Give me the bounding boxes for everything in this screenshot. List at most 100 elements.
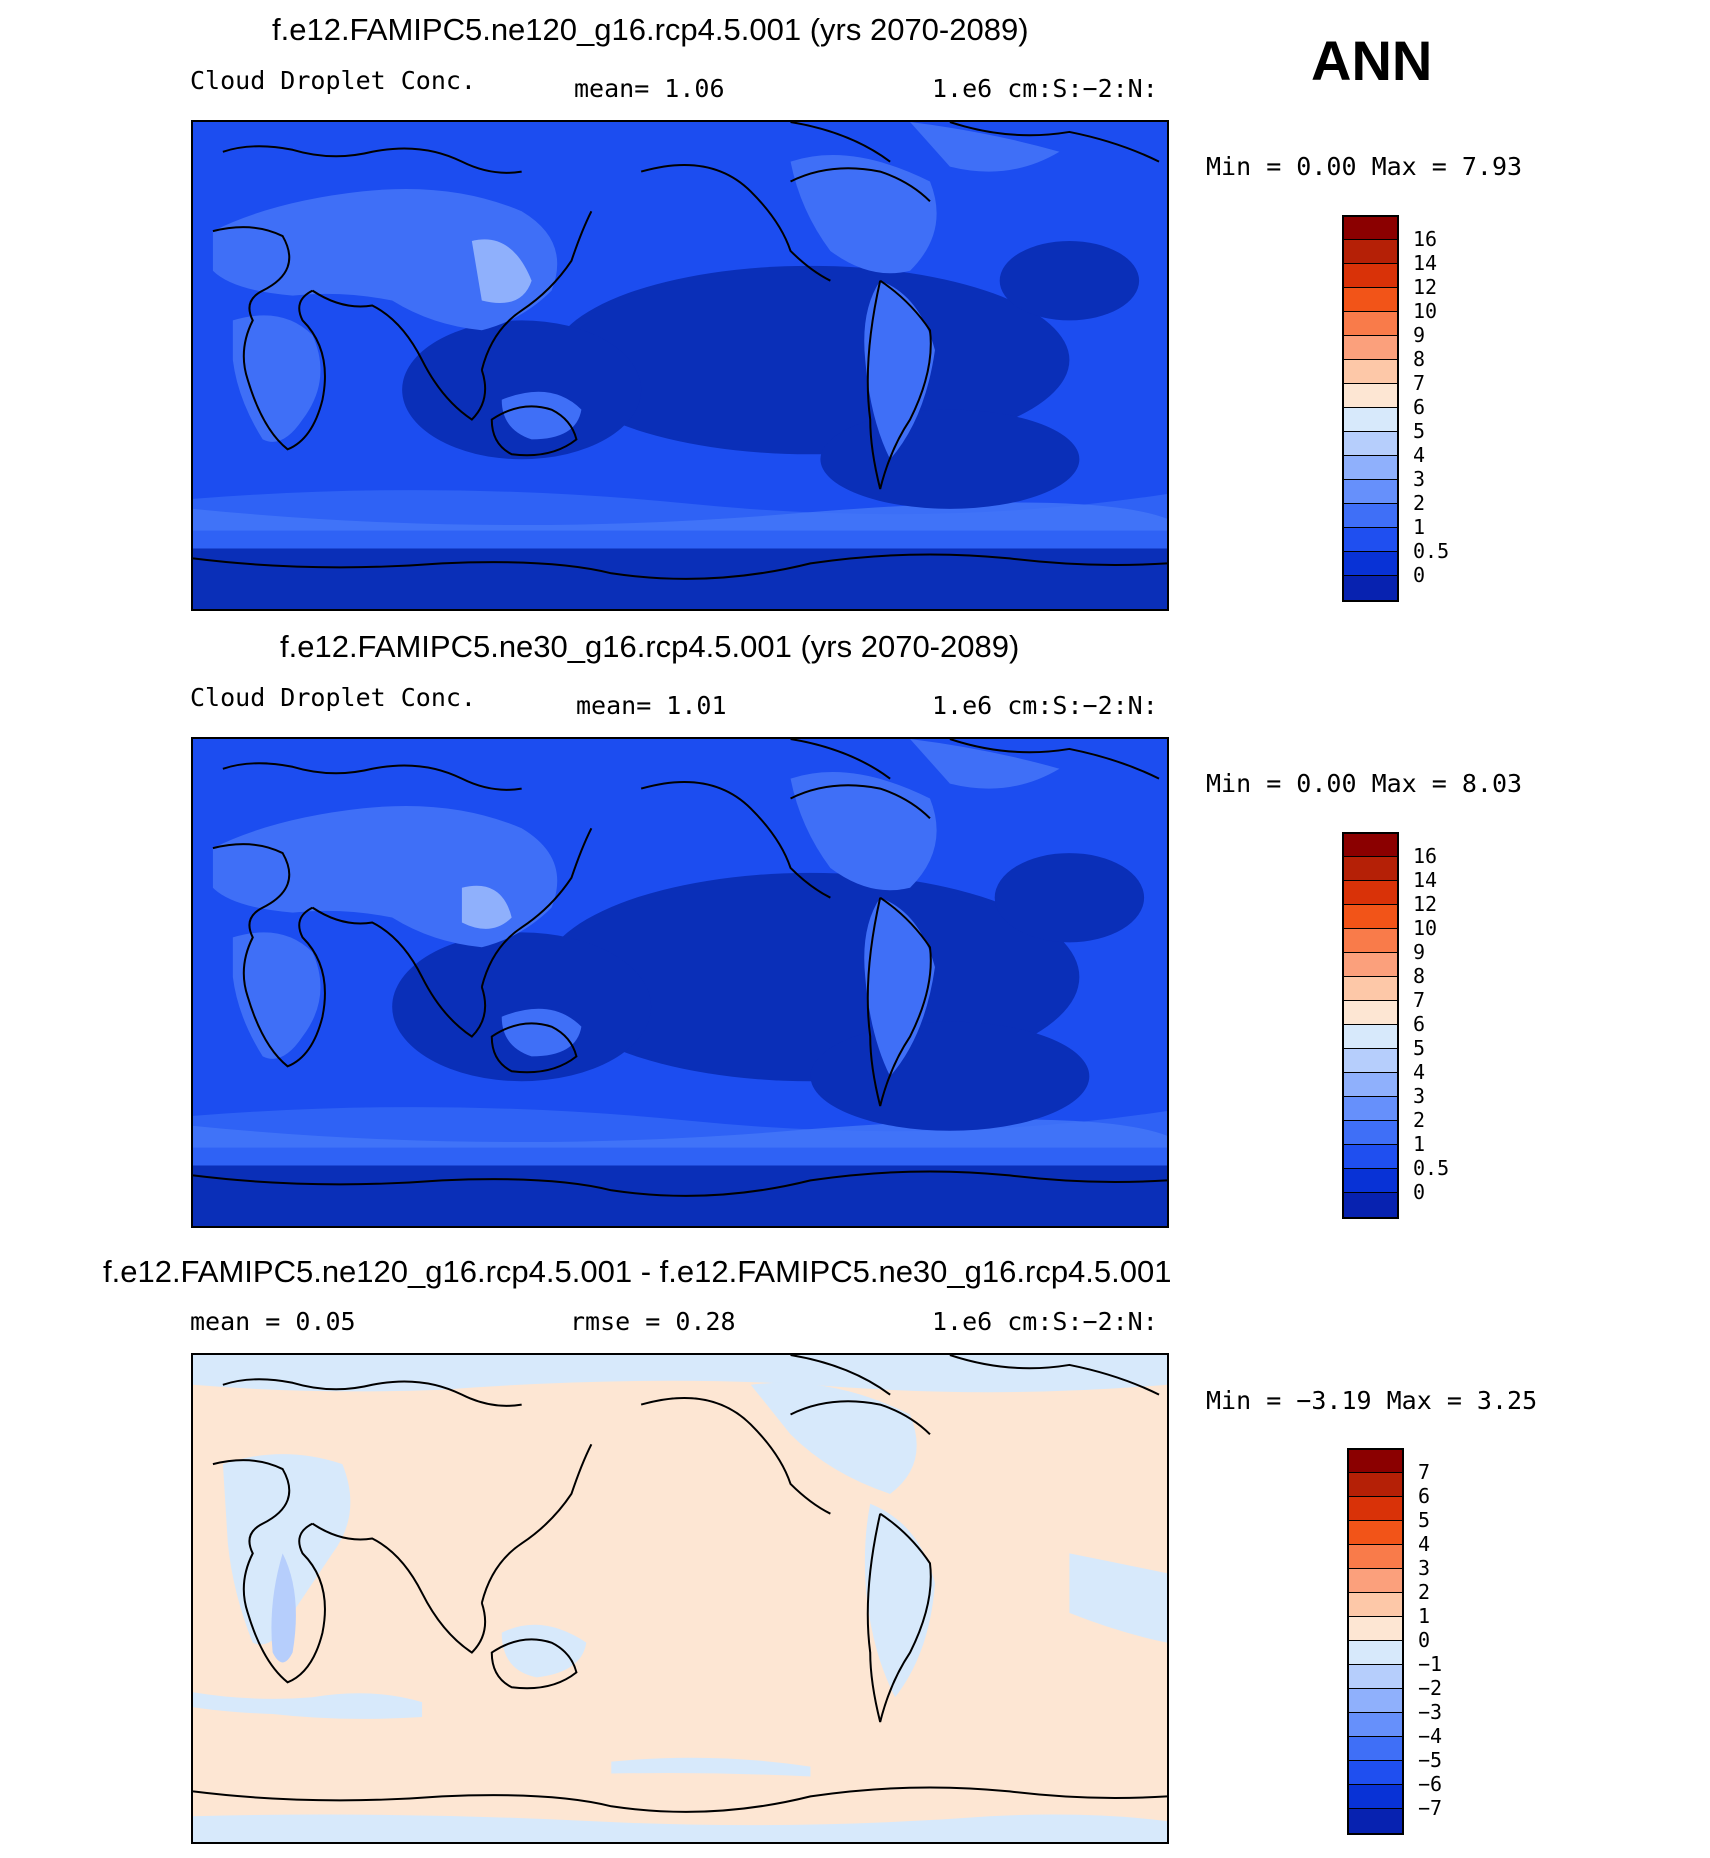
panel1-colorbar-swatch [1344,264,1397,288]
panel3-colorbar-swatch [1349,1545,1402,1569]
colorbar-tick-label: 12 [1413,275,1438,299]
colorbar-tick-label: 3 [1418,1556,1431,1580]
panel3-colorbar-swatch [1349,1665,1402,1689]
panel2-colorbar-swatch [1344,1193,1397,1217]
panel3-colorbar [1347,1448,1404,1835]
panel2-minmax: Min = 0.00 Max = 8.03 [1206,769,1523,798]
colorbar-tick-label: 9 [1413,940,1426,964]
colorbar-tick-label: −2 [1418,1676,1443,1700]
panel2-units: 1.e6 cm:S:−2:N: [932,691,1158,720]
colorbar-tick-label: 2 [1413,491,1426,515]
panel3-colorbar-swatch [1349,1593,1402,1617]
colorbar-tick-label: −7 [1418,1796,1443,1820]
colorbar-tick-label: 4 [1418,1532,1431,1556]
colorbar-tick-label: 0.5 [1413,539,1450,563]
panel3-map [191,1353,1169,1844]
panel2-colorbar-swatch [1344,857,1397,881]
panel1-colorbar-swatch [1344,288,1397,312]
panel1-colorbar-swatch [1344,240,1397,264]
panel3-colorbar-swatch [1349,1809,1402,1833]
panel1-title: f.e12.FAMIPC5.ne120_g16.rcp4.5.001 (yrs … [272,12,1029,47]
colorbar-tick-label: 0 [1418,1628,1431,1652]
panel1-variable-label: Cloud Droplet Conc. [190,66,476,95]
colorbar-tick-label: 0 [1413,563,1426,587]
colorbar-tick-label: −1 [1418,1652,1443,1676]
colorbar-tick-label: 9 [1413,323,1426,347]
colorbar-tick-label: 8 [1413,964,1426,988]
colorbar-tick-label: 0 [1413,1180,1426,1204]
colorbar-tick-label: 5 [1418,1508,1431,1532]
colorbar-tick-label: 6 [1418,1484,1431,1508]
panel1-colorbar-swatch [1344,528,1397,552]
colorbar-tick-label: 0.5 [1413,1156,1450,1180]
panel2-title: f.e12.FAMIPC5.ne30_g16.rcp4.5.001 (yrs 2… [280,629,1020,664]
panel1-colorbar-swatch [1344,217,1397,240]
panel2-colorbar [1342,832,1399,1219]
panel3-map-graphic [193,1355,1167,1842]
panel1-colorbar-swatch [1344,504,1397,528]
panel3-mean: mean = 0.05 [190,1307,356,1336]
season-label: ANN [1311,29,1433,92]
panel2-colorbar-swatch [1344,905,1397,929]
panel2-colorbar-swatch [1344,1169,1397,1193]
panel1-colorbar-swatch [1344,456,1397,480]
panel2-colorbar-swatch [1344,881,1397,905]
colorbar-tick-label: 16 [1413,227,1438,251]
panel1-map-graphic [193,122,1167,609]
panel3-colorbar-swatch [1349,1641,1402,1665]
panel2-colorbar-swatch [1344,1097,1397,1121]
colorbar-tick-label: 7 [1413,988,1426,1012]
colorbar-tick-label: 4 [1413,443,1426,467]
panel2-map-graphic [193,739,1167,1226]
colorbar-tick-label: 7 [1418,1460,1431,1484]
panel3-colorbar-swatch [1349,1450,1402,1473]
colorbar-tick-label: 10 [1413,916,1438,940]
colorbar-tick-label: 2 [1413,1108,1426,1132]
panel3-colorbar-swatch [1349,1713,1402,1737]
colorbar-tick-label: 5 [1413,419,1426,443]
colorbar-tick-label: 6 [1413,1012,1426,1036]
panel3-colorbar-swatch [1349,1473,1402,1497]
panel2-colorbar-swatch [1344,834,1397,857]
colorbar-tick-label: 2 [1418,1580,1431,1604]
panel2-colorbar-swatch [1344,977,1397,1001]
panel1-colorbar-swatch [1344,408,1397,432]
panel3-colorbar-swatch [1349,1761,1402,1785]
colorbar-tick-label: −4 [1418,1724,1443,1748]
colorbar-tick-label: 1 [1413,515,1426,539]
panel1-map [191,120,1169,611]
colorbar-tick-label: 7 [1413,371,1426,395]
colorbar-tick-label: 6 [1413,395,1426,419]
panel1-colorbar-swatch [1344,576,1397,600]
panel2-colorbar-swatch [1344,1121,1397,1145]
colorbar-tick-label: −3 [1418,1700,1443,1724]
panel1-colorbar-swatch [1344,432,1397,456]
panel3-colorbar-swatch [1349,1521,1402,1545]
panel2-mean: mean= 1.01 [576,691,727,720]
panel1-mean: mean= 1.06 [574,74,725,103]
panel2-colorbar-swatch [1344,1073,1397,1097]
panel1-colorbar-swatch [1344,384,1397,408]
colorbar-tick-label: 1 [1418,1604,1431,1628]
panel2-colorbar-swatch [1344,1025,1397,1049]
colorbar-tick-label: 3 [1413,1084,1426,1108]
colorbar-tick-label: 8 [1413,347,1426,371]
panel2-colorbar-swatch [1344,953,1397,977]
panel3-rmse: rmse = 0.28 [570,1307,736,1336]
panel3-colorbar-swatch [1349,1497,1402,1521]
panel3-colorbar-swatch [1349,1569,1402,1593]
panel2-colorbar-swatch [1344,1145,1397,1169]
panel1-units: 1.e6 cm:S:−2:N: [932,74,1158,103]
panel2-colorbar-swatch [1344,929,1397,953]
panel3-colorbar-swatch [1349,1785,1402,1809]
panel1-colorbar [1342,215,1399,602]
panel2-map [191,737,1169,1228]
colorbar-tick-label: −6 [1418,1772,1443,1796]
colorbar-tick-label: 1 [1413,1132,1426,1156]
panel3-minmax: Min = −3.19 Max = 3.25 [1206,1386,1538,1415]
panel1-colorbar-swatch [1344,360,1397,384]
colorbar-tick-label: 12 [1413,892,1438,916]
colorbar-tick-label: 4 [1413,1060,1426,1084]
colorbar-tick-label: 3 [1413,467,1426,491]
colorbar-tick-label: −5 [1418,1748,1443,1772]
